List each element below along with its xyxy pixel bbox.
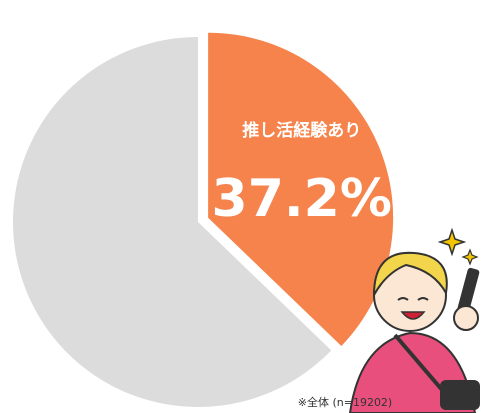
pie-slice <box>208 32 394 347</box>
pie-slice <box>13 37 332 407</box>
value-label: 37.2% <box>212 169 392 229</box>
footnote: ※全体 (n=19202) <box>298 395 392 409</box>
pie <box>13 32 394 407</box>
labels: 推し活経験あり 37.2% <box>212 120 392 229</box>
slice-label: 推し活経験あり <box>242 120 361 141</box>
illustration <box>348 227 480 413</box>
